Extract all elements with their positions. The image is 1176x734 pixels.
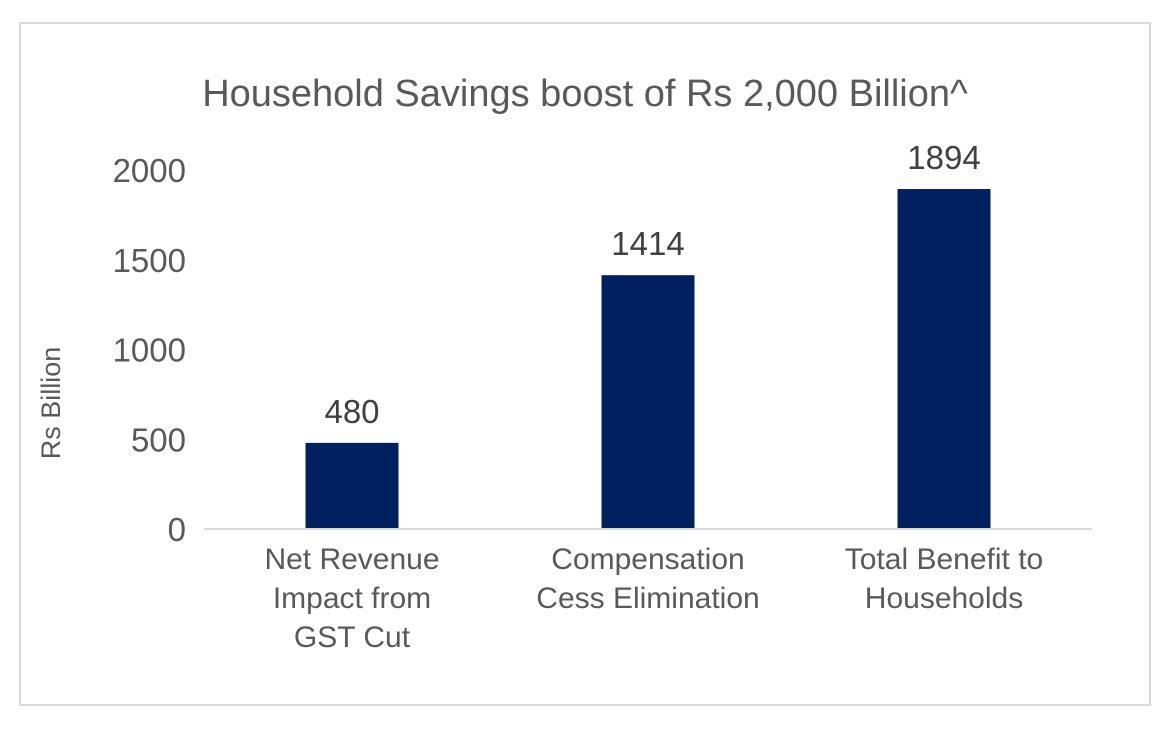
y-tick-label: 1000 — [113, 332, 186, 369]
data-label: 1894 — [907, 139, 980, 176]
bar — [305, 442, 399, 529]
category-label: Total Benefit to Households — [845, 543, 1043, 615]
y-axis-ticks: 0 500 1000 1500 2000 — [113, 152, 186, 548]
category-labels: Net Revenue Impact from GST Cut Compensatio… — [264, 543, 1043, 654]
bar — [601, 275, 695, 529]
chart-title: Household Savings boost of Rs 2,000 Bill… — [202, 73, 968, 115]
bar — [897, 189, 991, 530]
y-tick-label: 0 — [168, 511, 186, 548]
bar-series — [305, 189, 991, 530]
y-axis-label: Rs Billion — [36, 347, 66, 460]
data-label: 1414 — [611, 225, 684, 262]
category-label: Net Revenue Impact from GST Cut — [264, 543, 439, 654]
category-label: Compensation Cess Elimination — [536, 543, 759, 615]
data-labels: 480 1414 1894 — [324, 139, 980, 430]
y-tick-label: 500 — [131, 421, 186, 458]
data-label: 480 — [324, 393, 379, 430]
y-tick-label: 2000 — [113, 152, 186, 189]
y-tick-label: 1500 — [113, 242, 186, 279]
